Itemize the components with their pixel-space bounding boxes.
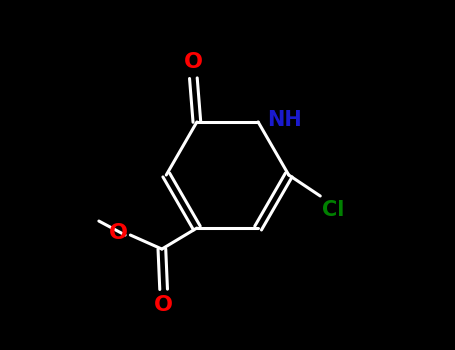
Text: O: O: [184, 52, 203, 72]
Text: O: O: [154, 295, 173, 315]
Text: O: O: [109, 223, 127, 243]
Text: Cl: Cl: [322, 199, 344, 219]
Text: NH: NH: [267, 110, 302, 130]
